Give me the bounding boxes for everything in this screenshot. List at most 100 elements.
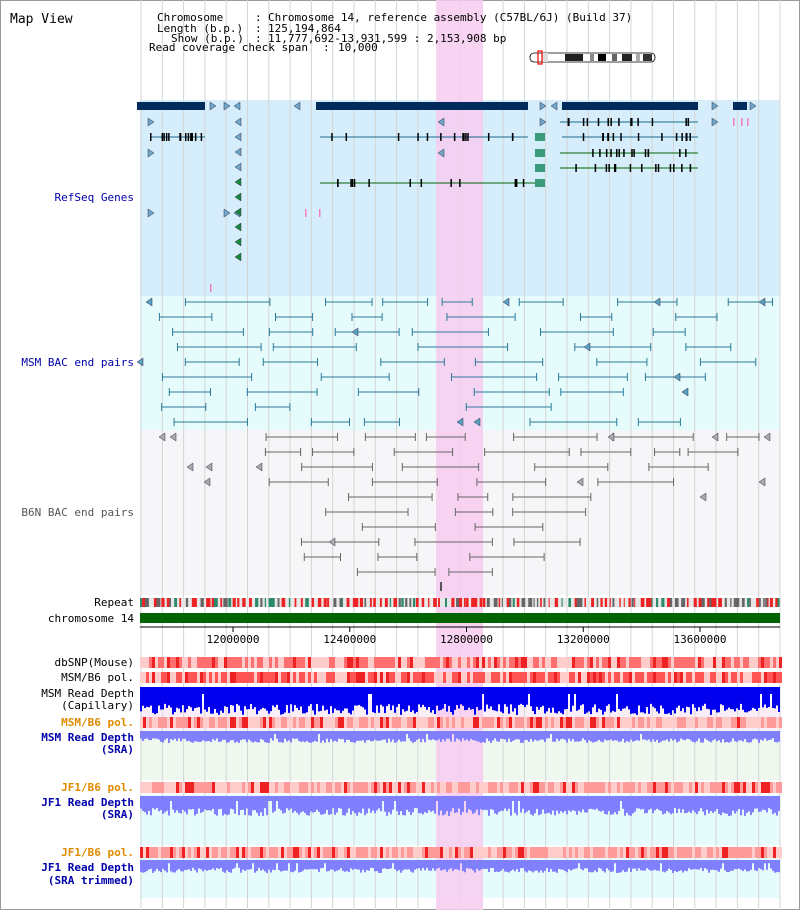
jf1-b6-pol-bin — [494, 782, 497, 793]
msm-read-depth-cap-bin — [714, 687, 716, 710]
msm-bac-arrow — [456, 417, 464, 427]
jf1-read-depth-trim-bin — [144, 860, 146, 873]
refseq-exon — [453, 133, 456, 141]
repeat-element — [479, 598, 483, 607]
read-depth-tracks[interactable] — [140, 687, 780, 873]
jf1-b6-pol-2-bin — [749, 847, 752, 858]
msm-read-depth-cap-bin — [626, 687, 628, 707]
jf1-read-depth-trim-bin — [164, 860, 166, 871]
dbsnp-bin — [572, 657, 575, 668]
msm-read-depth-sra-bin — [170, 731, 172, 740]
msm-read-depth-cap-bin — [356, 687, 358, 706]
refseq-genes-track[interactable] — [137, 101, 757, 292]
msm-b6-pol-2-bin — [503, 717, 506, 728]
jf1-b6-pol-bin — [743, 782, 746, 793]
jf1-read-depth-trim-bin — [250, 860, 252, 870]
msm-read-depth-sra-bin — [702, 731, 704, 743]
jf1-b6-pol-2-bin — [170, 847, 173, 858]
msm-read-depth-sra-bin — [594, 731, 596, 742]
jf1-read-depth-sra-bin — [498, 796, 500, 813]
msm-b6-pol-2-bin — [413, 717, 416, 728]
msm-read-depth-sra-bin — [312, 731, 314, 742]
msm-read-depth-sra-bin — [188, 731, 190, 741]
axis-tick-label: 13200000 — [557, 633, 610, 646]
polymorphism-tracks[interactable] — [140, 657, 782, 858]
msm-b6-pol-2-bin — [569, 717, 572, 728]
msm-read-depth-cap-bin — [156, 687, 158, 714]
jf1-b6-pol-bin — [617, 782, 620, 793]
header-info: Chromosome : Chromosome 14, reference as… — [149, 11, 632, 54]
msm-read-depth-sra-bin — [270, 731, 272, 739]
jf1-b6-pol-bin — [533, 782, 536, 793]
msm-read-depth-cap-bin — [618, 687, 620, 709]
msm-read-depth-cap-bin — [196, 687, 198, 708]
msm-read-depth-cap-bin — [364, 687, 366, 710]
msm-bac-track[interactable] — [136, 297, 774, 427]
msm-read-depth-cap-bin — [420, 687, 422, 708]
jf1-b6-pol-bin — [410, 782, 413, 793]
jf1-read-depth-trim-bin — [180, 860, 182, 872]
msm-read-depth-sra-bin — [490, 731, 492, 743]
msm-b6-pol-2-bin — [629, 717, 632, 728]
msm-read-depth-sra-bin — [182, 731, 184, 739]
msm-read-depth-sra-bin — [396, 731, 398, 742]
chromosome-bar[interactable] — [140, 613, 780, 623]
jf1-b6-pol-bin — [608, 782, 611, 793]
msm-read-depth-cap-bin — [580, 687, 582, 706]
msm-b6-pol-bin — [533, 672, 536, 683]
repeat-element — [763, 598, 765, 607]
jf1-read-depth-sra-bin — [358, 796, 360, 813]
msm-b6-pol-bin — [587, 672, 590, 683]
jf1-b6-pol-bin — [722, 782, 725, 793]
dbsnp-bin — [350, 657, 353, 668]
jf1-b6-pol-2-bin — [614, 847, 617, 858]
msm-read-depth-cap-bin — [254, 687, 256, 708]
repeat-element — [144, 598, 149, 607]
jf1-read-depth-trim-bin — [682, 860, 684, 873]
jf1-b6-pol-bin — [425, 782, 428, 793]
jf1-b6-pol-bin — [530, 782, 533, 793]
msm-b6-pol-bin — [671, 672, 674, 683]
jf1-read-depth-sra-bin — [516, 796, 518, 816]
jf1-read-depth-sra-bin — [534, 796, 536, 814]
msm-read-depth-sra-bin — [680, 731, 682, 739]
jf1-read-depth-trim-bin — [272, 860, 274, 870]
jf1-b6-pol-bin — [779, 782, 782, 793]
jf1-read-depth-trim-bin — [592, 860, 594, 873]
jf1-read-depth-trim-bin — [636, 860, 638, 871]
jf1-read-depth-trim-bin — [720, 860, 722, 869]
jf1-read-depth-sra-bin — [536, 796, 538, 809]
repeat-track[interactable] — [140, 598, 780, 607]
msm-read-depth-sra-bin — [548, 731, 550, 739]
jf1-b6-pol-2-bin — [491, 847, 494, 858]
msm-read-depth-sra-bin — [542, 731, 544, 740]
jf1-b6-pol-2-bin — [437, 847, 440, 858]
msm-read-depth-cap-bin — [504, 687, 506, 705]
msm-b6-pol-2-bin — [152, 717, 155, 728]
jf1-b6-pol-2-bin — [299, 847, 302, 858]
msm-read-depth-sra-bin — [580, 731, 582, 741]
msm-read-depth-cap-bin — [348, 687, 350, 713]
repeat-element — [412, 598, 416, 607]
refseq-exon — [620, 133, 622, 141]
jf1-read-depth-trim-bin — [648, 860, 650, 870]
msm-read-depth-sra-bin — [436, 731, 438, 741]
repeat-element — [428, 598, 430, 607]
msm-b6-pol-bin — [365, 672, 368, 683]
msm-read-depth-cap-bin — [740, 687, 742, 704]
jf1-b6-pol-2-bin — [197, 847, 200, 858]
b6n-bac-track[interactable] — [158, 432, 771, 591]
jf1-b6-pol-bin — [539, 782, 542, 793]
msm-read-depth-cap-bin — [556, 687, 558, 714]
jf1-read-depth-sra-bin — [304, 796, 306, 813]
msm-read-depth-cap-bin — [230, 687, 232, 706]
chromosome-ideogram[interactable] — [529, 50, 656, 65]
refseq-exon — [190, 133, 192, 141]
msm-read-depth-sra-bin — [336, 731, 338, 742]
msm-read-depth-cap-bin — [598, 687, 600, 709]
jf1-b6-pol-2-bin — [623, 847, 626, 858]
jf1-b6-pol-bin — [524, 782, 527, 793]
jf1-read-depth-trim-bin — [348, 860, 350, 872]
dbsnp-bin — [509, 657, 512, 668]
